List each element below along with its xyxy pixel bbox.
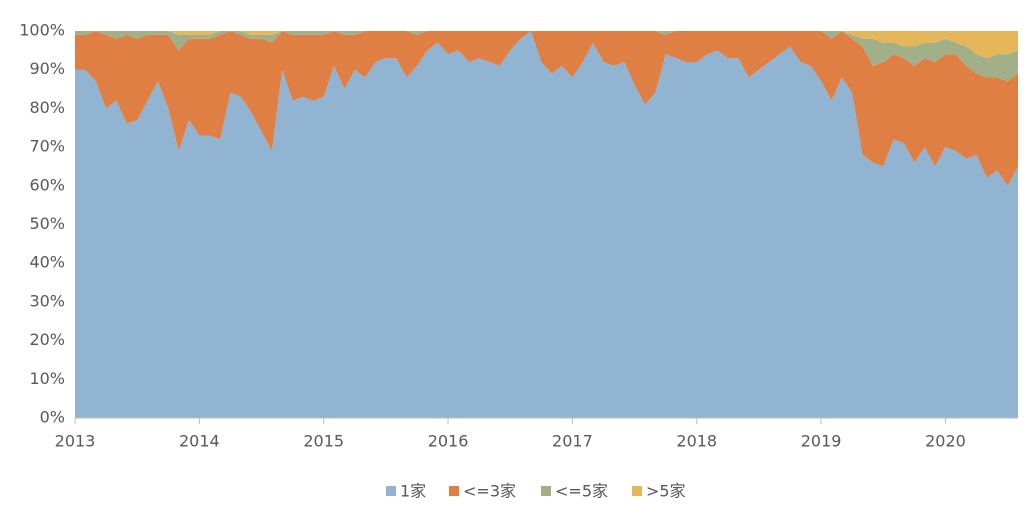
y-tick-label: 50% — [29, 214, 65, 233]
legend-label: 1家 — [400, 482, 426, 501]
x-tick-label: 2017 — [552, 432, 593, 451]
area — [75, 31, 1018, 82]
legend-label: <=5家 — [555, 482, 608, 501]
legend-swatch — [541, 486, 551, 496]
area — [75, 31, 1018, 59]
y-tick-label: 70% — [29, 137, 65, 156]
x-tick-label: 2014 — [179, 432, 220, 451]
legend-label: <=3家 — [463, 482, 516, 501]
y-tick-label: 100% — [19, 21, 65, 40]
y-tick-label: 90% — [29, 59, 65, 78]
y-tick-label: 30% — [29, 291, 65, 310]
legend-label: >5家 — [646, 482, 686, 501]
area — [75, 31, 1018, 418]
y-tick-label: 40% — [29, 253, 65, 272]
legend-swatch — [632, 486, 642, 496]
legend-swatch — [386, 486, 396, 496]
y-tick-label: 10% — [29, 369, 65, 388]
legend-swatch — [449, 486, 459, 496]
x-tick-label: 2019 — [801, 432, 842, 451]
x-tick-label: 2018 — [676, 432, 717, 451]
y-tick-label: 20% — [29, 330, 65, 349]
x-tick-label: 2016 — [428, 432, 469, 451]
y-tick-label: 60% — [29, 175, 65, 194]
y-tick-label: 80% — [29, 98, 65, 117]
x-tick-label: 2013 — [55, 432, 96, 451]
x-tick-label: 2015 — [303, 432, 344, 451]
y-tick-label: 0% — [40, 408, 65, 427]
area — [75, 31, 1018, 186]
x-tick-label: 2020 — [925, 432, 966, 451]
